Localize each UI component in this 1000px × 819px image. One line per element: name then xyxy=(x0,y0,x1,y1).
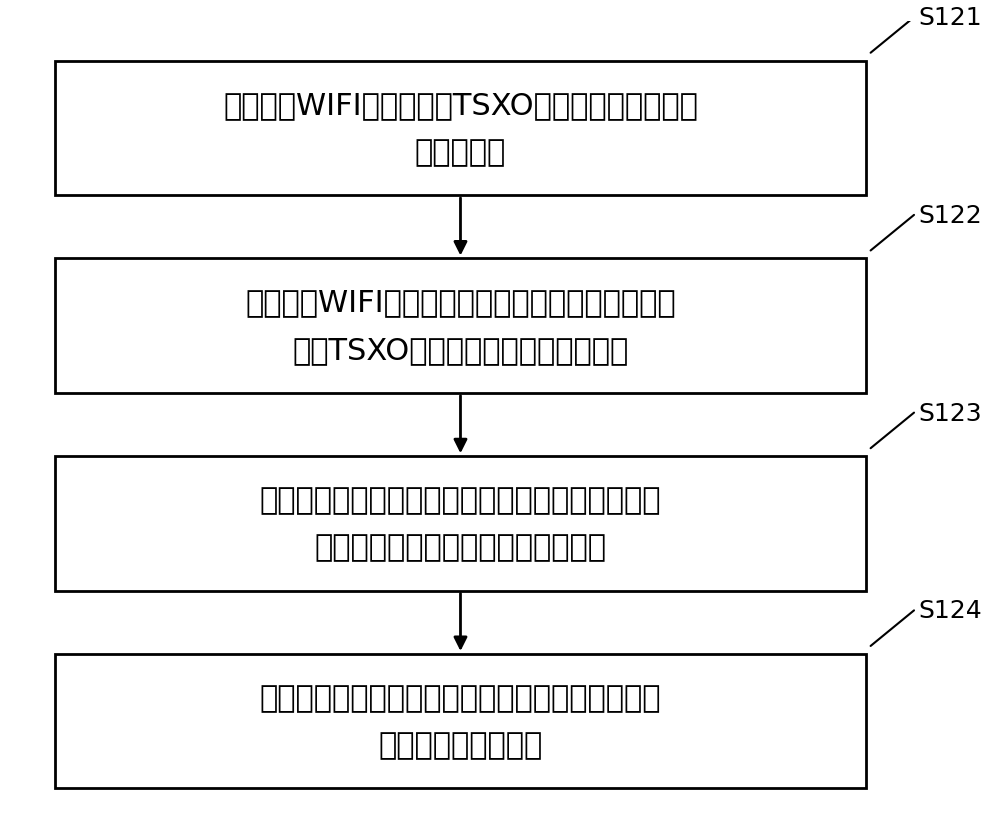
Text: S122: S122 xyxy=(919,204,983,228)
FancyBboxPatch shape xyxy=(55,259,866,393)
FancyBboxPatch shape xyxy=(55,654,866,789)
Text: 将所述至少四个温度和每一温度下的本振信号的频
偏存储到所述设备中: 将所述至少四个温度和每一温度下的本振信号的频 偏存储到所述设备中 xyxy=(260,683,661,759)
Text: S123: S123 xyxy=(919,401,982,425)
FancyBboxPatch shape xyxy=(55,61,866,196)
Text: 通过所述WIFI模块对所述TSXO进行升温，并采集至
少四个温度: 通过所述WIFI模块对所述TSXO进行升温，并采集至 少四个温度 xyxy=(223,91,698,167)
Text: S124: S124 xyxy=(919,599,983,622)
FancyBboxPatch shape xyxy=(55,456,866,590)
Text: 通过所述测试仪器接收各个检测信号，并根据各个
检测信号计算对应的本振信号的频偏: 通过所述测试仪器接收各个检测信号，并根据各个 检测信号计算对应的本振信号的频偏 xyxy=(260,486,661,562)
Text: 通过所述WIFI模块发射所述至少四个温度中每一温
度时TSXO的本振信号对应的检测信号: 通过所述WIFI模块发射所述至少四个温度中每一温 度时TSXO的本振信号对应的检… xyxy=(245,288,676,364)
Text: S121: S121 xyxy=(919,6,982,30)
